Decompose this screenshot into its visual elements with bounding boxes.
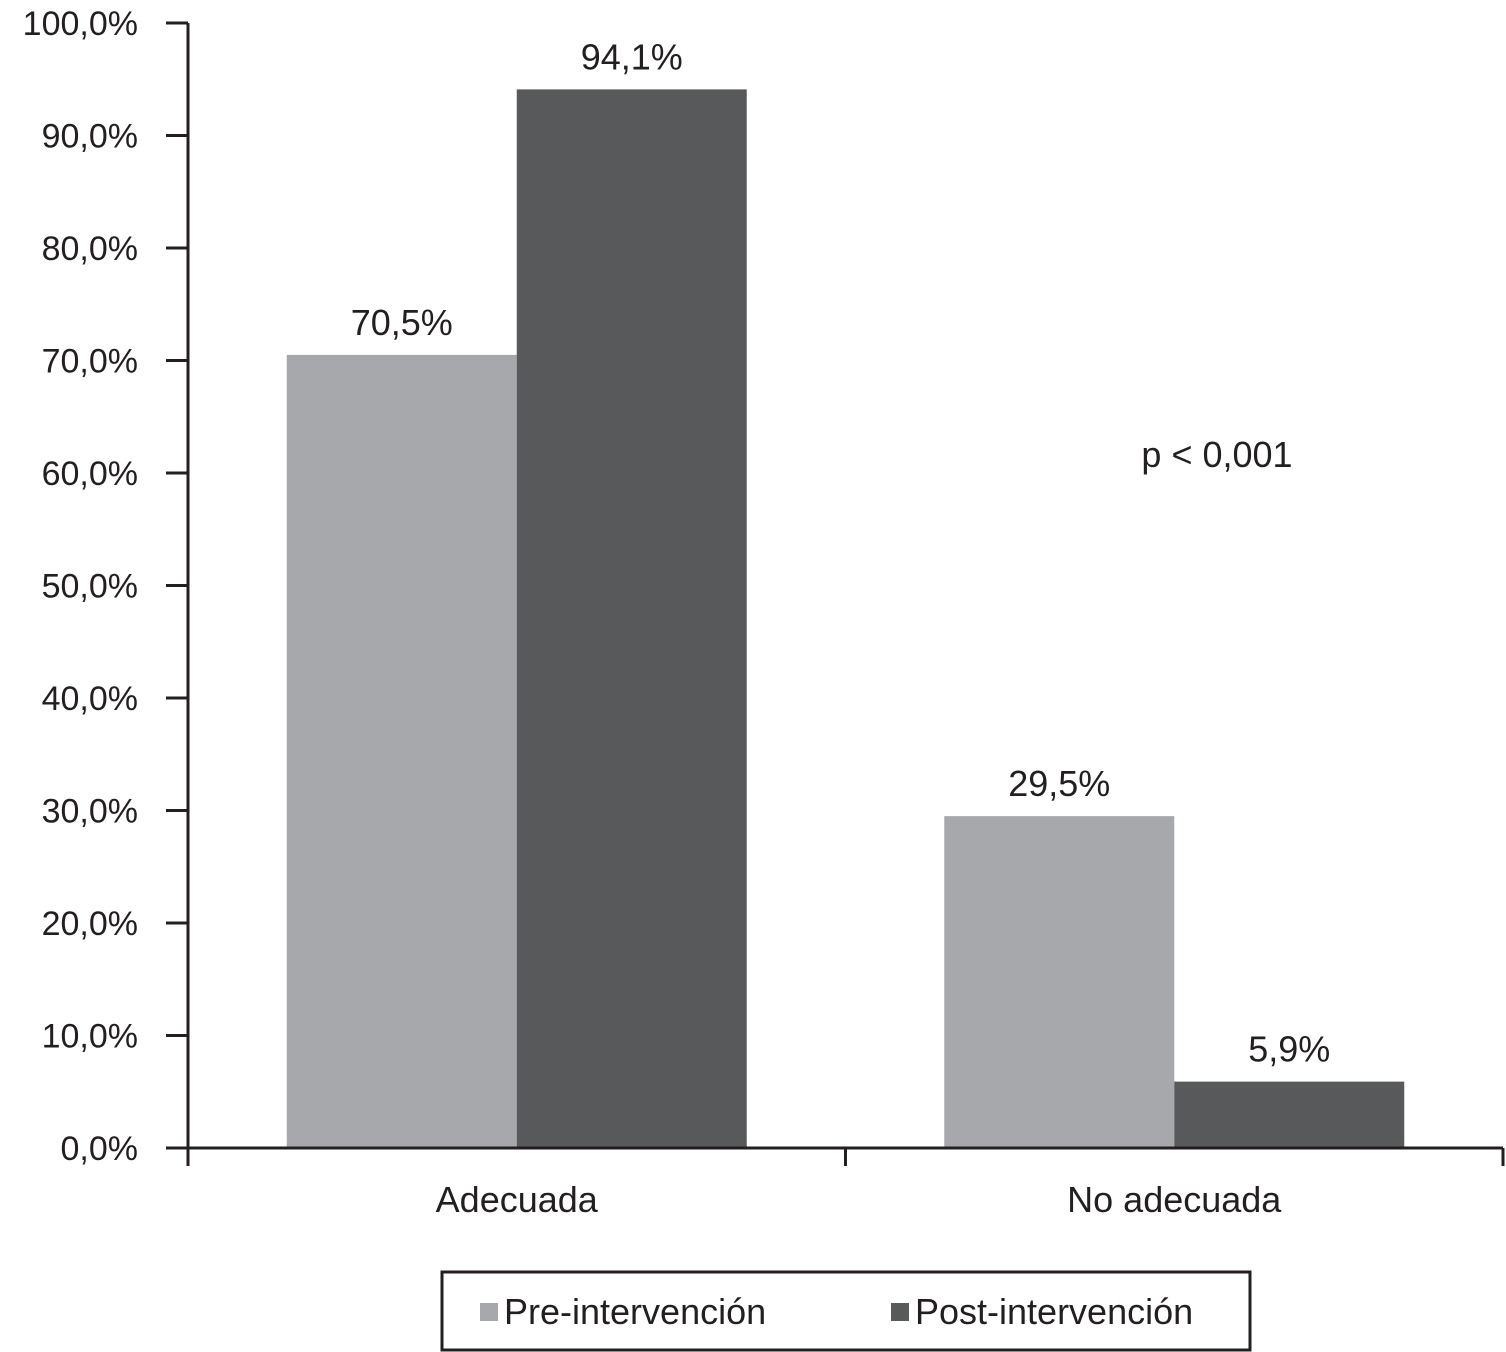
- legend-label: Pre-intervención: [504, 1291, 766, 1332]
- y-tick-label: 60,0%: [42, 455, 138, 493]
- bar-value-label: 94,1%: [581, 36, 683, 77]
- bar-value-label: 5,9%: [1248, 1029, 1330, 1070]
- legend-label: Post-intervención: [915, 1291, 1193, 1332]
- y-tick-label: 90,0%: [42, 118, 138, 156]
- bar-value-label: 70,5%: [351, 302, 453, 343]
- y-tick-label: 30,0%: [42, 793, 138, 831]
- x-category-label: Adecuada: [436, 1179, 599, 1220]
- bar-value-label: 29,5%: [1008, 763, 1110, 804]
- y-tick-label: 100,0%: [23, 5, 138, 43]
- bar: [286, 354, 517, 1148]
- bar: [944, 816, 1175, 1148]
- y-tick-label: 50,0%: [42, 568, 138, 606]
- p-value-annotation: p < 0,001: [1141, 434, 1292, 475]
- x-category-label: No adecuada: [1067, 1179, 1282, 1220]
- y-tick-label: 40,0%: [42, 680, 138, 718]
- x-axis: Adecuada No adecuada: [186, 1146, 1505, 1220]
- legend-box: [440, 1270, 1252, 1352]
- legend: Pre-intervención Post-intervención: [440, 1270, 1252, 1352]
- y-tick-label: 70,0%: [42, 343, 138, 381]
- bar: [516, 89, 747, 1148]
- legend-swatch: [480, 1303, 498, 1321]
- y-tick-label: 0,0%: [61, 1130, 139, 1168]
- y-axis: 0,0% 10,0% 20,0% 30,0% 40,0% 50,0% 60,0% 70,0% 8…: [23, 5, 190, 1168]
- y-tick-label: 10,0%: [42, 1018, 138, 1056]
- y-tick-label: 80,0%: [42, 230, 138, 268]
- bars: 70,5% 94,1% 29,5% 5,9%: [286, 36, 1405, 1148]
- bar: [1174, 1081, 1405, 1148]
- legend-swatch: [891, 1303, 909, 1321]
- y-tick-label: 20,0%: [42, 905, 138, 943]
